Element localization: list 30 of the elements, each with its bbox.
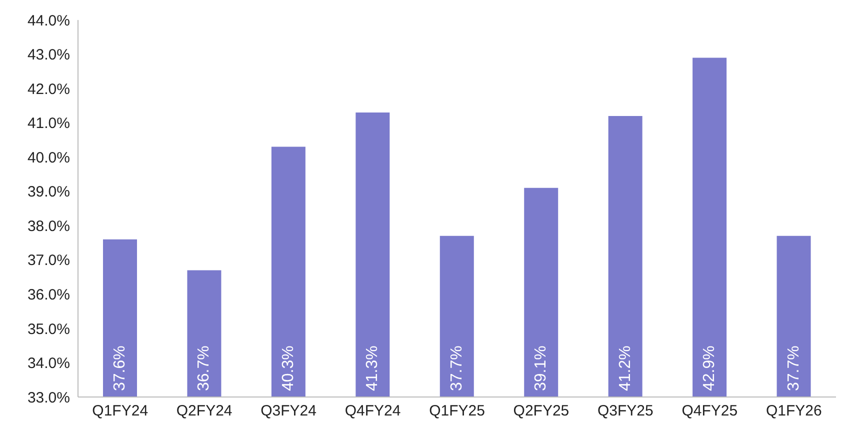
y-tick-label: 38.0% — [27, 218, 70, 235]
data-label: 39.1% — [532, 346, 550, 391]
y-tick-label: 41.0% — [27, 115, 70, 132]
data-label: 37.7% — [785, 346, 802, 391]
y-tick-label: 42.0% — [27, 80, 70, 98]
y-tick-label: 44.0% — [27, 12, 70, 30]
data-label: 37.6% — [112, 346, 128, 391]
x-tick-label: Q4FY25 — [682, 402, 738, 420]
data-label: 37.7% — [448, 346, 466, 391]
x-tick-label: Q4FY24 — [344, 402, 401, 420]
data-label: 40.3% — [280, 346, 297, 391]
data-label: 36.7% — [196, 346, 213, 391]
data-label: 41.2% — [616, 346, 634, 391]
x-tick-label: Q2FY25 — [513, 402, 570, 420]
y-tick-label: 39.0% — [27, 184, 70, 201]
x-tick-label: Q3FY24 — [260, 402, 316, 420]
x-tick-label: Q1FY25 — [429, 402, 485, 420]
y-tick-label: 36.0% — [27, 286, 70, 304]
x-tick-label: Q1FY24 — [92, 402, 148, 420]
x-tick-label: Q3FY25 — [598, 402, 654, 420]
y-tick-label: 34.0% — [27, 355, 70, 372]
x-tick-label: Q1FY26 — [766, 402, 822, 420]
y-tick-label: 43.0% — [27, 46, 70, 64]
data-label: 41.3% — [364, 346, 382, 391]
y-tick-label: 35.0% — [27, 320, 70, 338]
data-label: 42.9% — [701, 346, 718, 391]
y-tick-label: 40.0% — [27, 149, 70, 166]
y-tick-label: 37.0% — [27, 252, 70, 270]
x-tick-label: Q2FY24 — [176, 402, 232, 420]
y-tick-label: 33.0% — [27, 389, 70, 406]
